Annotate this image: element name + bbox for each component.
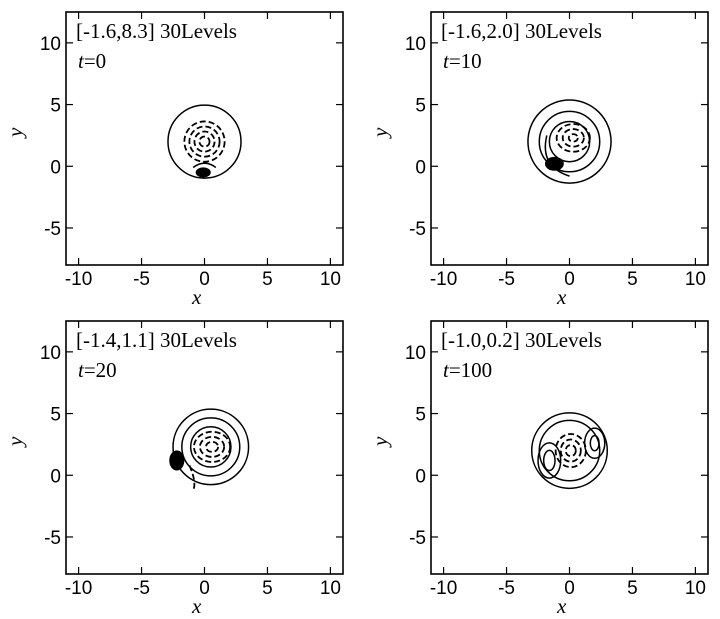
contour-line xyxy=(181,417,241,477)
range-label: [-1.6,8.3] 30Levels xyxy=(76,19,237,43)
x-tick-label: -5 xyxy=(133,578,150,599)
contour-line-negative xyxy=(559,438,582,463)
range-label: [-1.4,1.1] 30Levels xyxy=(76,328,237,352)
x-tick-label: 0 xyxy=(564,578,575,599)
contour-line-negative xyxy=(561,128,585,148)
x-tick-label: 0 xyxy=(199,269,210,290)
contour-line-negative xyxy=(183,120,226,163)
x-tick-label: 0 xyxy=(199,578,210,599)
x-tick-label: 5 xyxy=(262,269,273,290)
x-tick-label: -5 xyxy=(498,578,515,599)
contour-line-negative xyxy=(188,465,196,491)
contour-line-negative xyxy=(198,135,211,148)
range-label: [-1.6,2.0] 30Levels xyxy=(441,19,602,43)
contour-line xyxy=(537,442,562,479)
x-tick-label: -5 xyxy=(498,269,515,290)
x-tick-label: 10 xyxy=(320,578,341,599)
contour-line-negative xyxy=(193,130,216,153)
time-label: t=0 xyxy=(78,49,106,73)
y-axis-label: y xyxy=(3,127,27,139)
contour-line-negative xyxy=(199,435,226,458)
y-axis-label: y xyxy=(368,127,392,139)
y-axis-label: y xyxy=(368,436,392,448)
x-tick-label: 5 xyxy=(627,578,638,599)
contour-line xyxy=(530,412,609,490)
contour-line-negative xyxy=(555,123,591,153)
x-tick-label: 10 xyxy=(320,269,341,290)
contour-core xyxy=(544,156,564,171)
x-tick-label: -10 xyxy=(430,269,457,290)
contour-line-negative xyxy=(193,430,232,463)
y-tick-label: 10 xyxy=(40,34,61,55)
y-tick-label: -5 xyxy=(409,219,426,240)
y-tick-label: 5 xyxy=(415,405,426,426)
contour-panel-t0: -10 -5 0 5 10 10 5 0 -5 [-1.6,8.3] 30Levels t=0 … xyxy=(0,0,360,310)
contour-line-negative xyxy=(564,444,577,458)
y-tick-label: 5 xyxy=(415,96,426,117)
time-label: t=10 xyxy=(443,49,482,73)
time-label: t=100 xyxy=(443,358,492,382)
y-tick-label: 0 xyxy=(50,466,61,487)
plot-frame xyxy=(65,11,344,266)
y-tick-label: 0 xyxy=(50,157,61,178)
contour-core xyxy=(195,167,211,178)
y-axis-label: y xyxy=(3,436,27,448)
x-tick-label: 5 xyxy=(262,578,273,599)
contour-line xyxy=(544,135,570,177)
contour-line xyxy=(589,434,600,452)
x-axis-label: x xyxy=(191,594,202,618)
contour-line xyxy=(542,449,556,472)
contour-line-negative xyxy=(205,440,219,453)
contour-plot: -10 -5 0 5 10 10 5 0 -5 [-1.4,1.1] 30Levels t=20… xyxy=(3,320,344,618)
y-tick-label: 5 xyxy=(50,96,61,117)
contour-line xyxy=(527,99,612,184)
contour-line xyxy=(167,104,242,179)
x-tick-label: -10 xyxy=(430,578,457,599)
x-axis-label: x xyxy=(556,285,567,309)
contour-core xyxy=(169,450,185,471)
x-tick-label: 10 xyxy=(685,578,706,599)
range-label: [-1.0,0.2] 30Levels xyxy=(441,328,602,352)
contour-line-negative xyxy=(188,125,221,158)
x-tick-label: -10 xyxy=(65,578,92,599)
contour-plot: -10 -5 0 5 10 10 5 0 -5 [-1.6,2.0] 30Levels t=10… xyxy=(368,11,709,309)
y-tick-label: 10 xyxy=(40,343,61,364)
contour-panel-t100: -10 -5 0 5 10 10 5 0 -5 [-1.0,0.2] 30Levels t=10… xyxy=(365,309,720,619)
contour-line xyxy=(192,162,217,169)
x-tick-label: -5 xyxy=(133,269,150,290)
contour-line xyxy=(538,110,601,173)
y-tick-label: 5 xyxy=(50,405,61,426)
contour-plot: -10 -5 0 5 10 10 5 0 -5 [-1.0,0.2] 30Levels t=10… xyxy=(368,320,709,618)
x-tick-label: 10 xyxy=(685,269,706,290)
x-tick-label: 0 xyxy=(564,269,575,290)
contour-line-negative xyxy=(554,433,587,469)
y-tick-label: 0 xyxy=(415,157,426,178)
contour-line xyxy=(172,408,250,486)
x-tick-label: -10 xyxy=(65,269,92,290)
time-label: t=20 xyxy=(78,358,117,382)
y-tick-label: 10 xyxy=(405,343,426,364)
y-tick-label: 10 xyxy=(405,34,426,55)
contour-line-negative xyxy=(567,133,579,143)
x-axis-label: x xyxy=(556,594,567,618)
contour-panel-t20: -10 -5 0 5 10 10 5 0 -5 [-1.4,1.1] 30Levels t=20… xyxy=(0,309,360,619)
x-axis-label: x xyxy=(191,285,202,309)
y-tick-label: 0 xyxy=(415,466,426,487)
y-tick-label: -5 xyxy=(44,528,61,549)
y-tick-label: -5 xyxy=(409,528,426,549)
y-tick-label: -5 xyxy=(44,219,61,240)
x-tick-label: 5 xyxy=(627,269,638,290)
contour-panel-t10: -10 -5 0 5 10 10 5 0 -5 [-1.6,2.0] 30Levels t=10… xyxy=(365,0,720,310)
